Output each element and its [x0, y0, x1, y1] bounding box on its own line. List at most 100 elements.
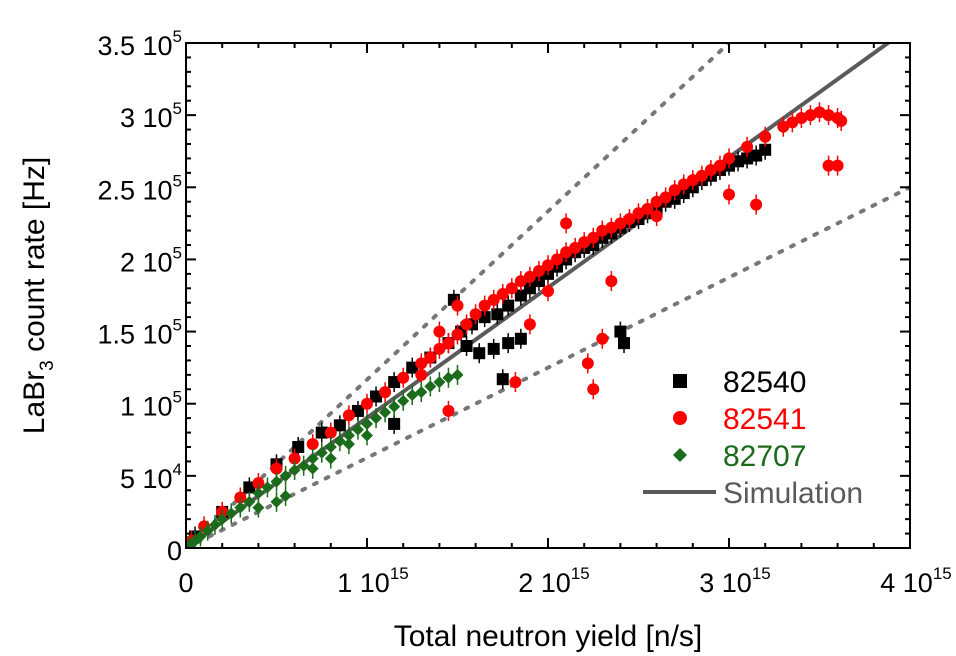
point-82541: [424, 351, 437, 364]
point-82707: [270, 475, 283, 488]
point-82541: [342, 409, 355, 422]
x-tick-label: 0: [178, 568, 193, 598]
point-82707: [342, 438, 355, 451]
tick-exponent: 15: [390, 564, 409, 583]
series-82541: [186, 102, 848, 548]
point-82541: [614, 217, 627, 230]
point-82541: [487, 293, 500, 306]
point-82707: [270, 495, 283, 508]
point-82707: [297, 459, 310, 472]
point-82707: [442, 371, 455, 384]
point-82541: [542, 285, 554, 298]
point-82541: [569, 241, 582, 254]
point-82541: [695, 169, 708, 182]
point-82541: [686, 174, 699, 187]
y-tick-label: 3 105: [120, 99, 182, 133]
x-tick-label: 3 1015: [699, 564, 771, 598]
point-82707: [351, 423, 364, 436]
y-axis-title-rest: count rate [Hz]: [18, 157, 51, 360]
point-82541: [451, 328, 464, 341]
point-82541: [560, 217, 573, 230]
point-82707: [306, 462, 319, 475]
point-82541: [451, 299, 464, 312]
point-82541: [581, 357, 594, 370]
tick-exponent: 15: [752, 564, 771, 583]
point-82541: [831, 159, 844, 172]
point-82541: [713, 159, 726, 172]
point-82707: [379, 406, 392, 419]
point-82541: [596, 332, 609, 345]
point-82540: [523, 282, 536, 295]
point-82540: [532, 275, 545, 288]
y-tick-label: 1.5 105: [97, 316, 182, 350]
point-82707: [243, 495, 256, 508]
point-82540: [473, 347, 486, 360]
point-82707: [324, 452, 337, 465]
point-82541: [523, 318, 536, 331]
tick-exponent: 4: [173, 460, 182, 479]
x-tick-label: 1 1015: [337, 564, 409, 598]
tick-base: 10: [135, 392, 173, 422]
tick-exponent: 5: [173, 171, 182, 190]
point-82707: [424, 380, 437, 393]
tick-mantissa: 1.5: [97, 320, 135, 350]
point-82541: [551, 253, 564, 266]
point-82707: [433, 376, 446, 389]
tick-exponent: 15: [571, 564, 590, 583]
point-82541: [379, 386, 392, 399]
point-82707: [208, 518, 221, 531]
legend: 82540 82541 82707 Simulation: [643, 366, 863, 510]
point-82541: [813, 106, 826, 119]
tick-exponent: 5: [173, 388, 182, 407]
y-tick-label: 0: [167, 536, 182, 566]
point-82541: [442, 404, 455, 417]
point-82541: [822, 109, 835, 122]
point-82541: [415, 357, 428, 370]
legend-item-82540: 82540: [673, 366, 806, 399]
tick-mantissa: 3: [699, 568, 714, 598]
point-82541: [478, 299, 491, 312]
point-82540: [496, 373, 509, 386]
point-82541: [786, 116, 799, 129]
y-tick-label: 3.5 105: [97, 27, 182, 61]
point-82541: [523, 270, 536, 283]
point-82541: [741, 140, 754, 153]
point-82541: [605, 275, 618, 288]
point-82541: [759, 130, 772, 143]
point-82707: [201, 524, 214, 537]
tick-mantissa: 0: [167, 536, 182, 566]
point-82541: [804, 109, 817, 122]
axis-ticks: [185, 42, 911, 549]
point-82707: [234, 501, 247, 514]
point-82541: [605, 221, 618, 234]
point-82541: [587, 383, 600, 396]
point-82540: [514, 289, 527, 302]
y-axis-title-subscript: 3: [37, 360, 58, 371]
tick-base: 10: [352, 568, 390, 598]
point-82540: [478, 311, 491, 324]
tick-exponent: 5: [173, 243, 182, 262]
point-82707: [216, 513, 229, 526]
point-82541: [632, 207, 645, 220]
tick-mantissa: 5: [120, 464, 135, 494]
y-tick-label: 1 105: [120, 388, 182, 422]
point-82541: [505, 282, 518, 295]
legend-marker: [673, 374, 687, 388]
tick-base: 10: [533, 568, 571, 598]
point-82707: [194, 530, 207, 543]
point-82707: [225, 507, 238, 520]
point-82541: [835, 114, 848, 127]
point-82541: [650, 195, 663, 208]
point-82707: [252, 487, 265, 500]
legend-label: Simulation: [723, 477, 863, 510]
legend-label: 82540: [723, 366, 806, 399]
y-tick-label: 2.5 105: [97, 171, 182, 205]
tick-base: 10: [714, 568, 752, 598]
point-82707: [324, 441, 337, 453]
point-82707: [306, 452, 319, 465]
point-82541: [777, 120, 790, 133]
point-82540: [460, 340, 473, 352]
point-82541: [415, 368, 428, 381]
